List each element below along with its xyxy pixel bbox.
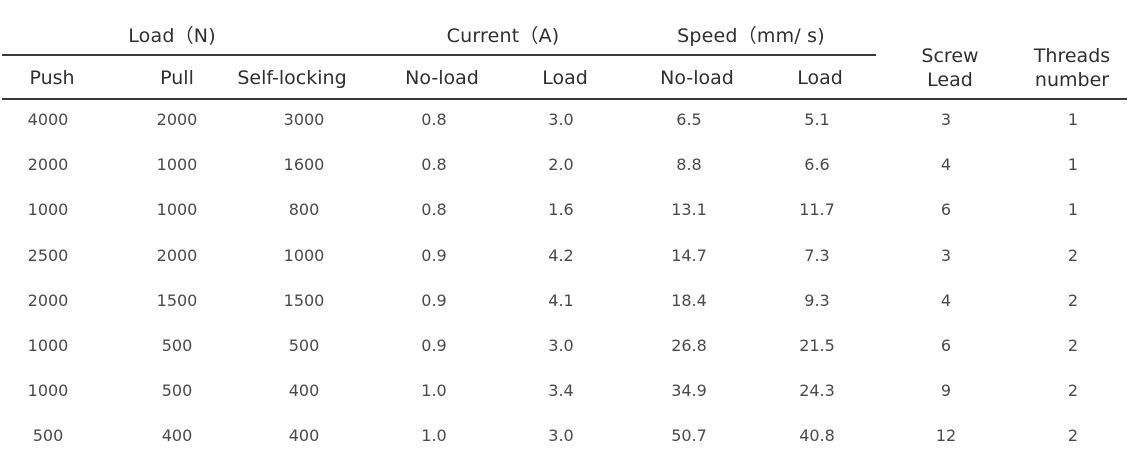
cell-screw-lead: 6 (940, 200, 952, 220)
cell-push: 1000 (27, 200, 69, 220)
cell-threads-number: 1 (1067, 155, 1079, 175)
subheader-current-noload: No-load (405, 67, 479, 89)
cell-current-noload: 0.8 (421, 155, 447, 175)
subheader-self-locking: Self-locking (237, 67, 347, 89)
cell-threads-number: 1 (1067, 110, 1079, 129)
cell-push: 2500 (27, 245, 69, 265)
header-divider (2, 54, 876, 56)
cell-current-noload: 1.0 (421, 426, 447, 446)
cell-current-noload: 1.0 (421, 381, 447, 401)
cell-speed-noload: 18.4 (671, 290, 707, 310)
cell-speed-load: 11.7 (799, 200, 835, 220)
subheader-current-load: Load (542, 67, 588, 89)
cell-speed-load: 5.1 (804, 110, 830, 129)
subheader-push: Push (29, 67, 75, 89)
cell-push: 4000 (27, 110, 69, 129)
cell-current-load: 3.4 (548, 381, 574, 401)
cell-current-load: 1.6 (548, 200, 574, 220)
cell-pull: 1500 (156, 290, 198, 310)
cell-current-noload: 0.8 (421, 200, 447, 220)
cell-self-locking: 800 (288, 200, 320, 220)
subheader-threads-number: Threads number (1034, 44, 1110, 92)
cell-speed-load: 40.8 (799, 426, 835, 446)
cell-speed-load: 7.3 (804, 245, 830, 265)
cell-pull: 2000 (156, 110, 198, 129)
subheader-speed-load: Load (797, 67, 843, 89)
cell-screw-lead: 3 (940, 110, 952, 129)
cell-self-locking: 400 (288, 381, 320, 401)
cell-screw-lead: 3 (940, 245, 952, 265)
cell-self-locking: 400 (288, 426, 320, 446)
cell-speed-load: 6.6 (804, 155, 830, 175)
cell-current-load: 3.0 (548, 426, 574, 446)
cell-pull: 1000 (156, 200, 198, 220)
cell-speed-load: 21.5 (799, 336, 835, 355)
cell-self-locking: 500 (288, 336, 320, 355)
cell-pull: 1000 (156, 155, 198, 175)
cell-push: 2000 (27, 155, 69, 175)
cell-current-noload: 0.9 (421, 336, 447, 355)
cell-push: 500 (32, 426, 64, 446)
cell-current-load: 4.2 (548, 245, 574, 265)
cell-self-locking: 1000 (283, 245, 325, 265)
cell-pull: 500 (161, 381, 193, 401)
cell-current-noload: 0.9 (421, 290, 447, 310)
cell-pull: 2000 (156, 245, 198, 265)
subheader-pull: Pull (160, 67, 194, 89)
cell-current-load: 3.0 (548, 110, 574, 129)
cell-current-load: 3.0 (548, 336, 574, 355)
cell-pull: 400 (161, 426, 193, 446)
threads-number-line-2: number (1034, 69, 1110, 91)
cell-push: 1000 (27, 381, 69, 401)
cell-threads-number: 1 (1067, 200, 1079, 220)
cell-speed-noload: 50.7 (671, 426, 707, 446)
header-speed: Speed（mm/ s) (677, 25, 825, 47)
cell-current-load: 4.1 (548, 290, 574, 310)
cell-threads-number: 2 (1067, 290, 1079, 310)
cell-push: 1000 (27, 336, 69, 355)
cell-speed-load: 9.3 (804, 290, 830, 310)
cell-pull: 500 (161, 336, 193, 355)
cell-push: 2000 (27, 290, 69, 310)
cell-screw-lead: 4 (940, 290, 952, 310)
cell-current-noload: 0.9 (421, 245, 447, 265)
cell-threads-number: 2 (1067, 245, 1079, 265)
cell-speed-noload: 8.8 (676, 155, 702, 175)
screw-lead-line-2: Lead (927, 69, 973, 91)
threads-number-line-1: Threads (1033, 45, 1111, 67)
cell-self-locking: 1500 (283, 290, 325, 310)
cell-threads-number: 2 (1067, 381, 1079, 401)
cell-speed-noload: 14.7 (671, 245, 707, 265)
header-current: Current（A) (446, 25, 560, 47)
cell-speed-noload: 26.8 (671, 336, 707, 355)
cell-speed-load: 24.3 (799, 381, 835, 401)
cell-screw-lead: 9 (940, 381, 952, 401)
cell-speed-noload: 13.1 (671, 200, 707, 220)
cell-current-load: 2.0 (548, 155, 574, 175)
cell-current-noload: 0.8 (421, 110, 447, 129)
cell-screw-lead: 4 (940, 155, 952, 175)
cell-threads-number: 2 (1067, 426, 1079, 446)
cell-threads-number: 2 (1067, 336, 1079, 355)
cell-speed-noload: 34.9 (671, 381, 707, 401)
header-bottom-rule (2, 98, 1127, 100)
cell-self-locking: 3000 (283, 110, 325, 129)
cell-self-locking: 1600 (283, 155, 325, 175)
cell-screw-lead: 6 (940, 336, 952, 355)
subheader-speed-noload: No-load (660, 67, 734, 89)
header-load: Load（N) (128, 25, 216, 47)
subheader-screw-lead: Screw Lead (921, 44, 978, 92)
cell-screw-lead: 12 (935, 426, 957, 446)
cell-speed-noload: 6.5 (676, 110, 702, 129)
screw-lead-line-1: Screw (921, 45, 979, 67)
